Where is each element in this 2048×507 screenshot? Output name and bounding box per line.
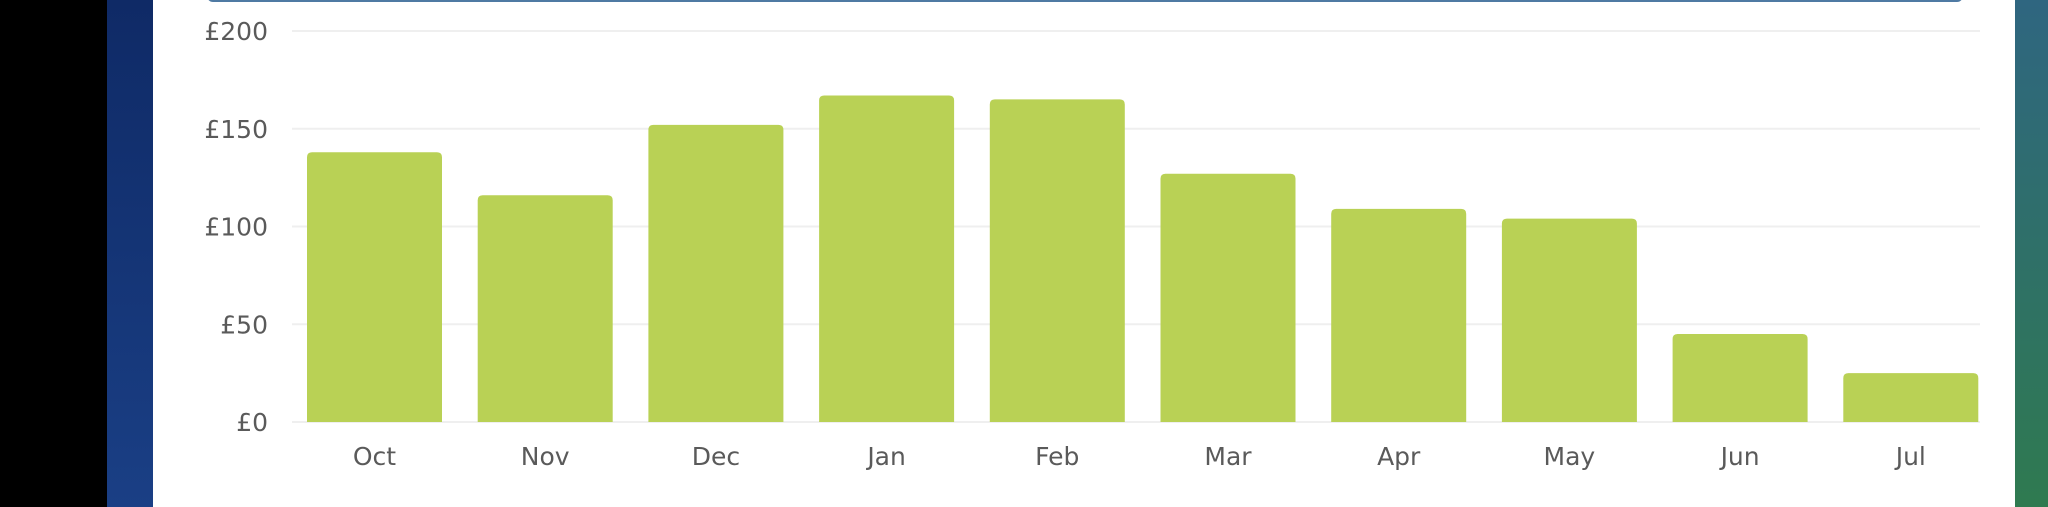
y-tick-label: £0 <box>236 408 268 437</box>
bar-may <box>1501 218 1637 422</box>
background-panel-right <box>2015 0 2048 507</box>
bar-nov <box>477 195 613 422</box>
left-margin <box>0 0 107 507</box>
y-tick-label: £50 <box>220 310 268 339</box>
bar-oct <box>307 152 442 422</box>
x-tick-label: Feb <box>1035 442 1079 471</box>
bar-jan <box>819 95 955 422</box>
x-tick-label: May <box>1544 442 1596 471</box>
x-tick-label: Mar <box>1204 442 1252 471</box>
x-tick-label: Jul <box>1894 442 1926 471</box>
bar-apr <box>1331 208 1467 422</box>
y-tick-label: £150 <box>204 115 268 144</box>
bar-dec <box>648 124 784 422</box>
y-tick-label: £200 <box>204 17 268 46</box>
x-tick-label: Apr <box>1377 442 1421 471</box>
x-tick-label: Jan <box>865 442 906 471</box>
x-tick-label: Jun <box>1719 442 1760 471</box>
x-tick-label: Oct <box>353 442 396 471</box>
x-tick-label: Dec <box>692 442 740 471</box>
bar-feb <box>989 99 1125 423</box>
bar-jul <box>1843 373 1979 422</box>
bar-jun <box>1672 334 1808 422</box>
y-tick-label: £100 <box>204 213 268 242</box>
x-tick-label: Nov <box>521 442 570 471</box>
bar-mar <box>1160 173 1296 422</box>
background-panel <box>107 0 153 507</box>
